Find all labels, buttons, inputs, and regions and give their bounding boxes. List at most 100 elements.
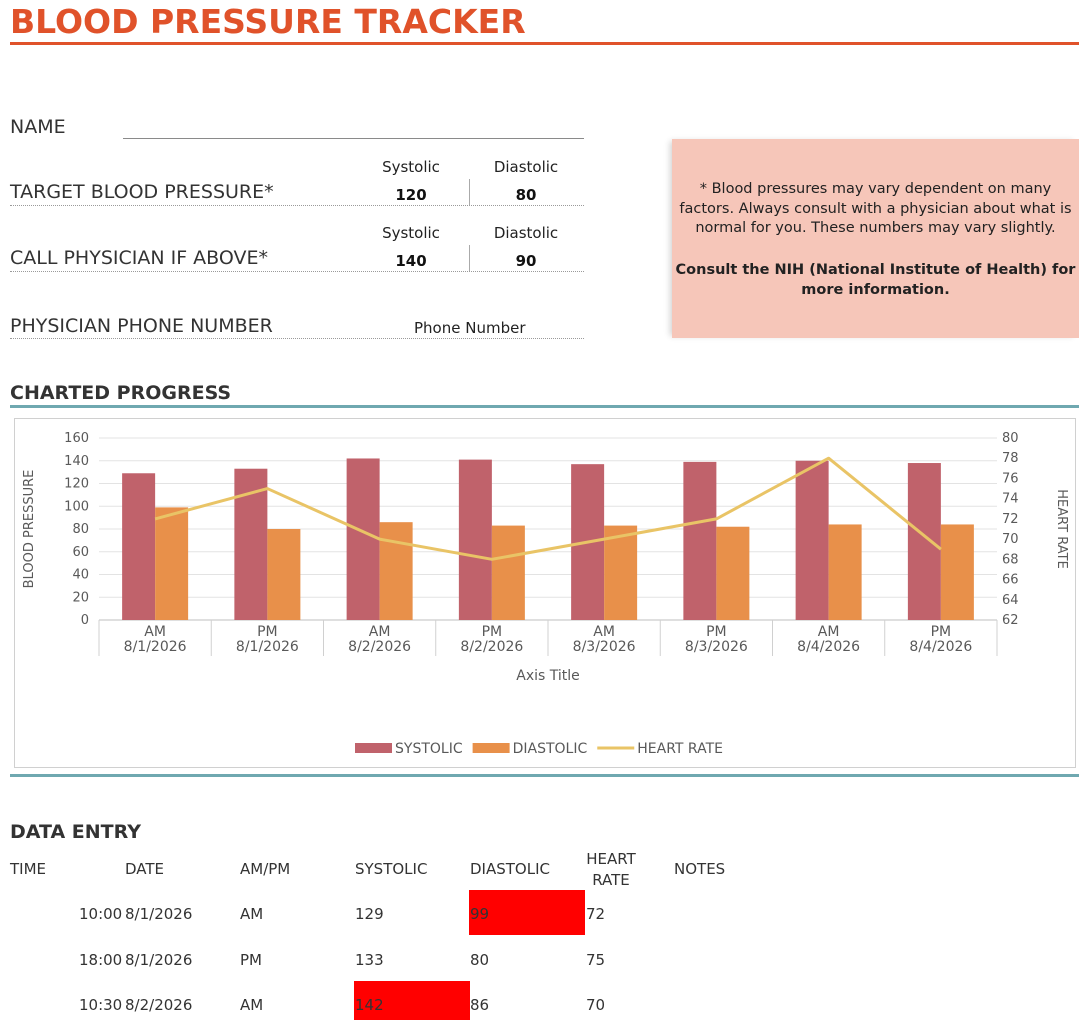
call-physician-label: CALL PHYSICIAN IF ABOVE* (10, 247, 269, 269)
target-separator (469, 179, 470, 205)
row3-time[interactable]: 10:30 (79, 996, 123, 1014)
name-field[interactable] (123, 138, 584, 139)
target-bp-label: TARGET BLOOD PRESSURE* (10, 181, 274, 203)
x-axis-title: Axis Title (516, 668, 580, 684)
call-row-line (10, 271, 584, 272)
phone-row-line (10, 338, 584, 339)
y2-tick-label: 68 (1002, 552, 1019, 567)
data-entry-heading: DATA ENTRY (10, 821, 141, 843)
y2-tick-label: 70 (1002, 532, 1019, 547)
diastolic-bar (716, 526, 750, 620)
x-tick-label-period: PM (257, 624, 278, 640)
row1-diastolic[interactable]: 99 (470, 905, 490, 923)
x-tick-label-period: PM (931, 624, 952, 640)
title-underline (10, 42, 1079, 45)
row1-heart-rate[interactable]: 72 (586, 905, 606, 923)
row3-systolic[interactable]: 142 (355, 996, 384, 1014)
systolic-bar (795, 460, 829, 620)
diastolic-alert-cell (469, 890, 585, 935)
diastolic-bar (604, 525, 638, 620)
x-tick-label-period: AM (818, 624, 840, 640)
y2-tick-label: 62 (1002, 613, 1019, 628)
x-tick-label-period: AM (593, 624, 615, 640)
disclaimer-text: * Blood pressures may vary dependent on … (679, 181, 1072, 236)
chart-bottom-rule (10, 774, 1079, 777)
col-header-heart-line2: RATE (592, 871, 630, 889)
x-tick-label-date: 8/3/2026 (573, 639, 636, 655)
row2-ampm[interactable]: PM (240, 951, 262, 969)
chart-top-rule (10, 405, 1079, 408)
col-header-systolic: SYSTOLIC (355, 860, 428, 878)
row2-date[interactable]: 8/1/2026 (125, 951, 193, 969)
diastolic-bar (267, 529, 301, 620)
systolic-bar (458, 459, 492, 620)
call-separator (469, 245, 470, 271)
x-tick-label-date: 8/4/2026 (909, 639, 972, 655)
name-label: NAME (10, 116, 66, 138)
call-diastolic-header: Diastolic (493, 224, 559, 242)
target-diastolic-value[interactable]: 80 (515, 186, 537, 204)
y-tick-label: 120 (64, 477, 89, 492)
row1-time[interactable]: 10:00 (79, 905, 123, 923)
legend-swatch (355, 743, 392, 753)
legend-label: DIASTOLIC (513, 741, 588, 757)
disclaimer-nih: Consult the NIH (National Institute of H… (675, 262, 1076, 298)
phone-number-field[interactable]: Phone Number (414, 319, 526, 337)
row3-diastolic[interactable]: 86 (470, 996, 490, 1014)
y-tick-label: 140 (64, 454, 89, 469)
systolic-bar (346, 458, 380, 620)
legend-label: SYSTOLIC (395, 741, 463, 757)
row3-ampm[interactable]: AM (240, 996, 264, 1014)
row1-ampm[interactable]: AM (240, 905, 264, 923)
heart-rate-line (154, 456, 942, 561)
x-tick-label-date: 8/2/2026 (348, 639, 411, 655)
call-systolic-header: Systolic (382, 224, 440, 242)
legend-label: HEART RATE (637, 741, 723, 757)
y-tick-label: 60 (72, 545, 89, 560)
page-title: BLOOD PRESSURE TRACKER (10, 2, 526, 41)
diastolic-bar (828, 524, 862, 620)
diastolic-bar (940, 524, 974, 620)
y-tick-label: 20 (72, 590, 89, 605)
row3-date[interactable]: 8/2/2026 (125, 996, 193, 1014)
y-tick-label: 80 (72, 522, 89, 537)
y2-tick-label: 74 (1002, 492, 1019, 507)
target-diastolic-header: Diastolic (493, 158, 559, 176)
row2-time[interactable]: 18:00 (79, 951, 123, 969)
col-header-heart-rate: HEART RATE (586, 849, 636, 891)
y2-tick-label: 72 (1002, 512, 1019, 527)
target-systolic-header: Systolic (382, 158, 440, 176)
col-header-notes: NOTES (674, 860, 726, 878)
y-tick-label: 160 (64, 431, 89, 446)
col-header-date: DATE (125, 860, 165, 878)
row2-diastolic[interactable]: 80 (470, 951, 490, 969)
x-tick-label-period: AM (369, 624, 391, 640)
x-tick-label-date: 8/3/2026 (685, 639, 748, 655)
row3-heart-rate[interactable]: 70 (586, 996, 606, 1014)
x-tick-label-date: 8/2/2026 (460, 639, 523, 655)
col-header-diastolic: DIASTOLIC (470, 860, 550, 878)
x-tick-label-date: 8/1/2026 (236, 639, 299, 655)
target-systolic-value[interactable]: 120 (395, 186, 427, 204)
y-tick-label: 40 (72, 568, 89, 583)
y-axis-title: BLOOD PRESSURE (22, 470, 37, 589)
y2-axis-title: HEART RATE (1054, 489, 1069, 569)
phone-label: PHYSICIAN PHONE NUMBER (10, 315, 273, 337)
col-header-time: TIME (10, 860, 47, 878)
row2-heart-rate[interactable]: 75 (586, 951, 606, 969)
target-row-line (10, 205, 584, 206)
diastolic-bar (155, 507, 189, 620)
systolic-bar (122, 473, 156, 620)
systolic-alert-cell (354, 981, 470, 1020)
row1-systolic[interactable]: 129 (355, 905, 384, 923)
chart-area[interactable]: 0 20 40 60 80 100 120 140 160 62 64 66 68 70 72 74 76 78 8… (14, 418, 1076, 768)
y2-tick-label: 66 (1002, 573, 1019, 588)
call-systolic-value[interactable]: 140 (395, 252, 427, 270)
row1-date[interactable]: 8/1/2026 (125, 905, 193, 923)
call-diastolic-value[interactable]: 90 (515, 252, 537, 270)
systolic-bar (683, 461, 717, 620)
y-tick-label: 0 (81, 613, 89, 628)
legend-swatch (472, 743, 510, 753)
diastolic-bar (491, 525, 525, 620)
row2-systolic[interactable]: 133 (355, 951, 384, 969)
